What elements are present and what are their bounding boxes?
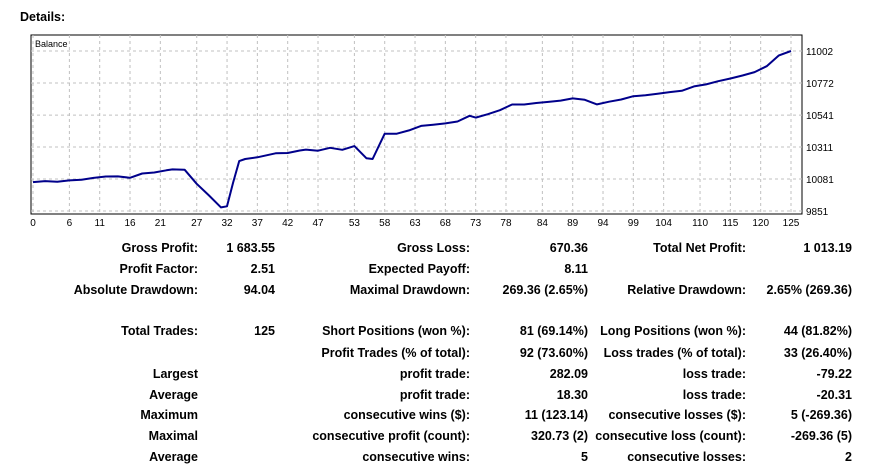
average-loss-trade-value: -20.31 <box>816 388 852 402</box>
x-tick-label: 89 <box>567 218 579 229</box>
balance-chart: 11002 10772 10541 10311 10081 9851 0 6 11 16 21 27… <box>30 34 834 229</box>
x-tick-label: 94 <box>597 218 609 229</box>
total-net-profit-value: 1 013.19 <box>803 241 852 255</box>
average-loss-trade-label: loss trade: <box>682 388 746 402</box>
maximum-consecutive-wins-label: consecutive wins ($): <box>343 408 470 422</box>
x-tick-label: 42 <box>282 218 294 229</box>
maximal-drawdown-label: Maximal Drawdown: <box>349 283 470 297</box>
maximum-consecutive-wins-value: 11 (123.14) <box>524 408 588 422</box>
y-tick-label: 10541 <box>806 111 834 122</box>
x-tick-label: 58 <box>379 218 391 229</box>
profit-factor-label: Profit Factor: <box>119 262 198 276</box>
loss-trades-value: 33 (26.40%) <box>783 346 852 360</box>
average-consecutive-losses-value: 2 <box>845 450 852 464</box>
short-positions-value: 81 (69.14%) <box>519 324 588 338</box>
total-trades-label: Total Trades: <box>121 324 198 338</box>
x-tick-label: 125 <box>783 218 800 229</box>
maximal-consecutive-profit-value: 320.73 (2) <box>531 429 588 443</box>
x-tick-label: 63 <box>409 218 421 229</box>
x-tick-label: 73 <box>470 218 482 229</box>
short-positions-label: Short Positions (won %): <box>322 324 470 338</box>
profit-trades-label: Profit Trades (% of total): <box>321 346 470 360</box>
x-tick-label: 120 <box>752 218 769 229</box>
y-axis-ticks: 11002 10772 10541 10311 10081 9851 <box>806 47 834 218</box>
x-tick-label: 110 <box>692 218 708 229</box>
x-tick-label: 99 <box>628 218 640 229</box>
absolute-drawdown-label: Absolute Drawdown: <box>73 283 198 297</box>
x-tick-label: 37 <box>252 218 264 229</box>
expected-payoff-label: Expected Payoff: <box>368 262 470 276</box>
y-tick-label: 9851 <box>806 207 829 218</box>
x-tick-label: 78 <box>500 218 512 229</box>
long-positions-value: 44 (81.82%) <box>783 324 852 338</box>
y-tick-label: 11002 <box>806 47 834 58</box>
plot-area <box>30 34 803 215</box>
average-profit-trade-label: profit trade: <box>399 388 470 402</box>
x-tick-label: 16 <box>124 218 136 229</box>
gross-profit-label: Gross Profit: <box>121 241 198 255</box>
relative-drawdown-value: 2.65% (269.36) <box>766 283 852 297</box>
profit-factor-value: 2.51 <box>250 262 275 276</box>
balance-series-line <box>32 50 792 209</box>
maximal-label: Maximal <box>148 429 198 443</box>
maximum-consecutive-losses-value: 5 (-269.36) <box>790 408 852 422</box>
x-tick-label: 84 <box>537 218 549 229</box>
relative-drawdown-label: Relative Drawdown: <box>627 283 746 297</box>
x-tick-label: 53 <box>349 218 361 229</box>
x-tick-label: 32 <box>221 218 233 229</box>
x-tick-label: 115 <box>722 218 738 229</box>
x-tick-label: 27 <box>191 218 203 229</box>
x-tick-label: 11 <box>95 218 106 229</box>
gross-profit-value: 1 683.55 <box>226 241 275 255</box>
absolute-drawdown-value: 94.04 <box>243 283 275 297</box>
x-tick-label: 0 <box>30 218 36 229</box>
x-tick-label: 104 <box>655 218 672 229</box>
x-tick-label: 6 <box>67 218 73 229</box>
loss-trades-label: Loss trades (% of total): <box>603 346 746 360</box>
profit-trades-value: 92 (73.60%) <box>519 346 588 360</box>
total-net-profit-label: Total Net Profit: <box>653 241 746 255</box>
x-tick-label: 47 <box>312 218 324 229</box>
long-positions-label: Long Positions (won %): <box>600 324 746 338</box>
largest-label: Largest <box>152 367 198 381</box>
maximal-consecutive-loss-value: -269.36 (5) <box>790 429 852 443</box>
average-consecutive-losses-label: consecutive losses: <box>627 450 746 464</box>
expected-payoff-value: 8.11 <box>564 262 588 276</box>
maximum-label: Maximum <box>140 408 198 422</box>
maximum-consecutive-losses-label: consecutive losses ($): <box>608 408 746 422</box>
x-tick-label: 21 <box>155 218 167 229</box>
average-consecutive-wins-label: consecutive wins: <box>362 450 470 464</box>
y-tick-label: 10311 <box>806 143 834 154</box>
gross-loss-label: Gross Loss: <box>397 241 470 255</box>
maximal-consecutive-loss-label: consecutive loss (count): <box>595 429 746 443</box>
grid <box>31 35 802 214</box>
total-trades-value: 125 <box>254 324 275 338</box>
largest-loss-trade-value: -79.22 <box>816 367 852 381</box>
chart-legend-balance: Balance <box>35 39 68 49</box>
x-tick-label: 68 <box>440 218 452 229</box>
average-label: Average <box>149 388 198 402</box>
largest-profit-trade-label: profit trade: <box>399 367 470 381</box>
maximal-drawdown-value: 269.36 (2.65%) <box>502 283 588 297</box>
y-tick-label: 10081 <box>806 175 834 186</box>
maximal-consecutive-profit-label: consecutive profit (count): <box>312 429 470 443</box>
average-consecutive-wins-value: 5 <box>581 450 588 464</box>
largest-profit-trade-value: 282.09 <box>549 367 588 381</box>
gross-loss-value: 670.36 <box>549 241 588 255</box>
x-axis-ticks: 0 6 11 16 21 27 32 37 42 47 53 58 63 68 73 78 84 89 94 99 10… <box>30 218 800 229</box>
largest-loss-trade-label: loss trade: <box>682 367 746 381</box>
average-consecutive-label: Average <box>149 450 198 464</box>
average-profit-trade-value: 18.30 <box>556 388 588 402</box>
details-title: Details: <box>20 10 66 24</box>
y-tick-label: 10772 <box>806 79 834 90</box>
